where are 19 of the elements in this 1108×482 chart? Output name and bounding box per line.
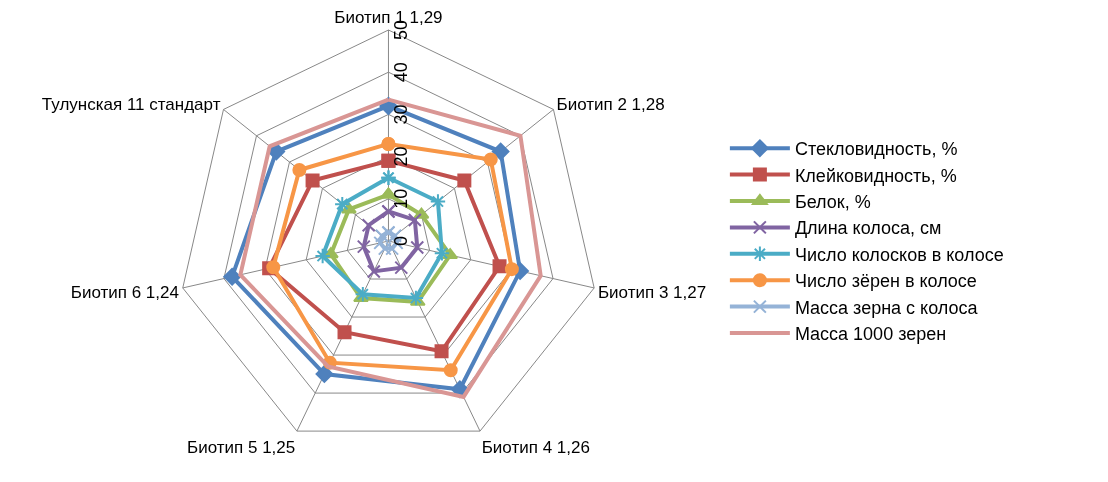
y-tick-label: 0 — [390, 235, 411, 247]
legend-label: Масса 1000 зерен — [794, 324, 947, 345]
legend-label: Стекловидность, % — [794, 139, 958, 160]
legend-label: Число зёрен в колосе — [794, 271, 977, 292]
y-tick-label: 40 — [390, 62, 411, 83]
legend-label: Длина колоса, см — [794, 218, 942, 239]
legend-label: Число колосков в колосе — [794, 244, 1004, 265]
spoke-label: Биотип 3 1,27 — [597, 283, 707, 303]
y-tick-label: 10 — [390, 188, 411, 209]
legend-label: Масса зерна с колоса — [794, 297, 979, 318]
spoke-label: Биотип 2 1,28 — [556, 94, 665, 114]
legend-label: Клейковидность, % — [794, 165, 957, 186]
y-tick-label: 20 — [390, 146, 411, 167]
spoke-label: Биотип 6 1,24 — [70, 283, 179, 303]
spoke-label: Биотип 5 1,25 — [187, 437, 296, 457]
spoke-label: Тулунская 11 стандарт — [41, 94, 221, 114]
spoke-label: Биотип 4 1,26 — [481, 437, 590, 457]
legend-label: Белок, % — [794, 192, 871, 213]
y-tick-label: 30 — [390, 104, 411, 125]
